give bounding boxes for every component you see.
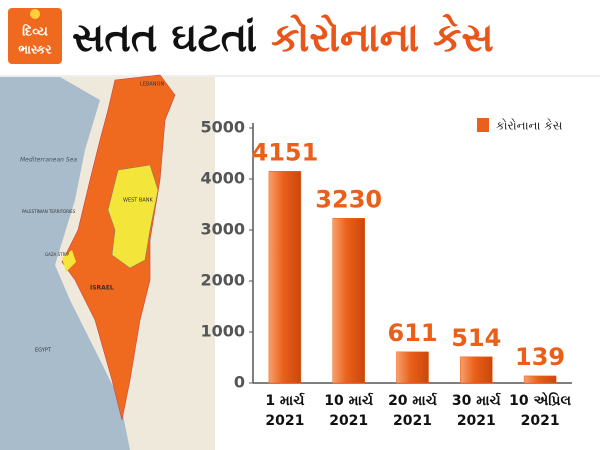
title-part: સતત ઘટતાં xyxy=(72,15,257,61)
y-tick-label: 5000 xyxy=(200,118,245,137)
chart-title: સતત ઘટતાં કોરોનાના કેસ xyxy=(72,14,494,61)
bar xyxy=(332,218,365,384)
value-label: 611 xyxy=(387,319,437,347)
y-tick-label: 4000 xyxy=(200,169,245,188)
x-tick-label: 1 માર્ચ 2021 xyxy=(265,393,305,429)
map-label: WEST BANK xyxy=(123,198,154,204)
title-highlight: કોરોનાના કેસ xyxy=(271,14,494,61)
legend-label: કોરોનાના કેસ xyxy=(496,118,563,132)
y-tick-label: 2000 xyxy=(200,271,245,290)
map-label: LEBANON xyxy=(140,82,164,88)
bar xyxy=(396,351,429,384)
bar xyxy=(460,356,493,384)
map-label: ISRAEL xyxy=(90,285,114,292)
value-label: 514 xyxy=(451,324,501,352)
gaza xyxy=(62,250,76,272)
header xyxy=(0,0,600,76)
map-label: EGYPT xyxy=(35,348,52,354)
map-label: GAZA STRIP xyxy=(45,252,70,257)
x-tick-label: 10 માર્ચ 2021 xyxy=(324,393,374,429)
legend-swatch xyxy=(477,118,489,132)
logo-sun xyxy=(30,9,40,19)
y-tick-label: 1000 xyxy=(200,322,245,341)
west-bank xyxy=(107,164,159,269)
bar xyxy=(523,375,557,384)
value-label: 139 xyxy=(515,343,565,371)
bar xyxy=(268,171,302,384)
x-tick-label: 20 માર્ચ 2021 xyxy=(388,393,437,429)
value-label: 4151 xyxy=(252,138,319,166)
x-tick-label: 30 માર્ચ 2021 xyxy=(451,393,501,429)
map-label: Mediterranean Sea xyxy=(20,157,77,164)
logo-text: દિવ્ય xyxy=(22,23,48,40)
y-tick-label: 0 xyxy=(234,373,245,392)
x-tick-label: 10 એપ્રિલ 2021 xyxy=(509,393,572,429)
logo-text: ભાસ્કર xyxy=(18,43,52,57)
map-label: PALESTINIAN TERRITORIES xyxy=(22,209,76,214)
y-tick-label: 3000 xyxy=(200,220,245,239)
logo-box xyxy=(8,8,62,64)
value-label: 3230 xyxy=(315,185,382,213)
